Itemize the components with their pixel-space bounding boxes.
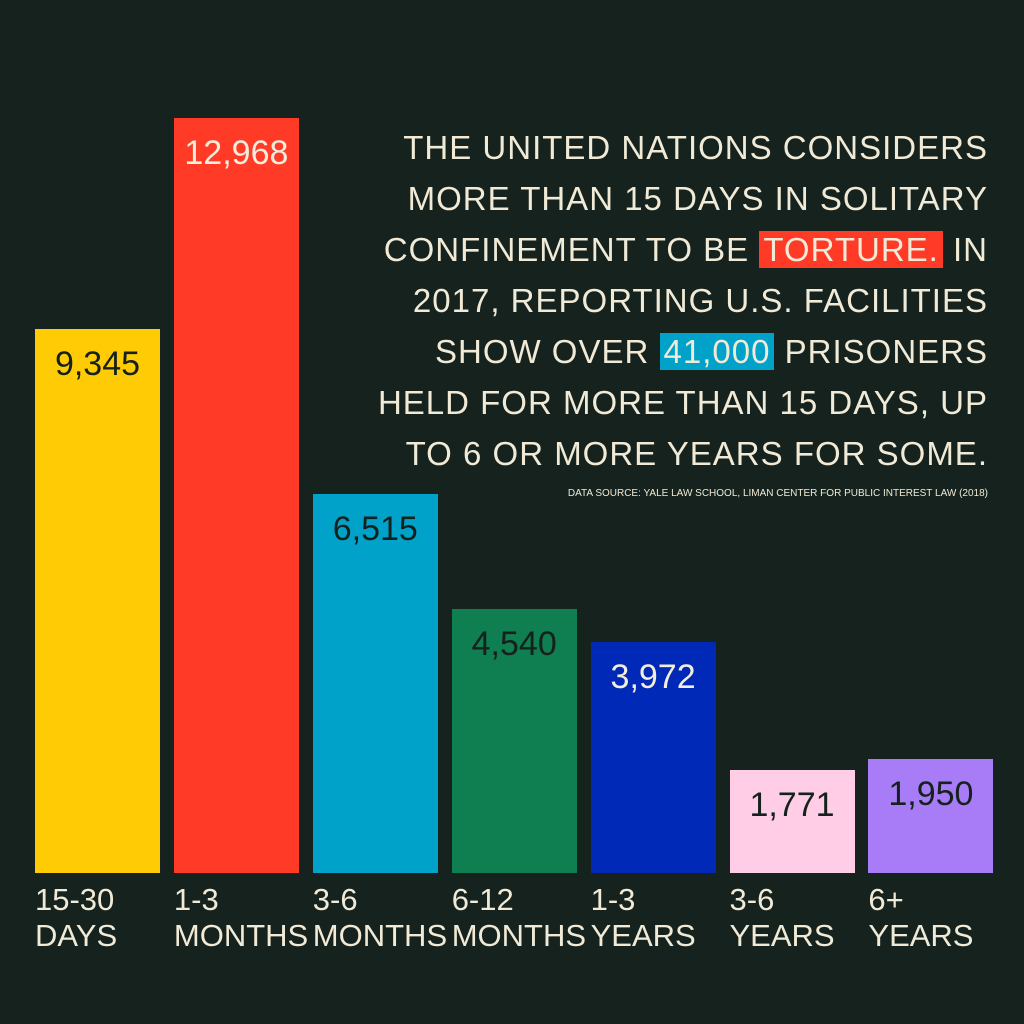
value-label: 4,540 <box>471 624 557 663</box>
x-tick-label: 1-3 YEARS <box>590 882 696 953</box>
value-label: 12,968 <box>184 134 289 172</box>
highlight: 41,000 <box>659 333 775 370</box>
annotation-text: THE UNITED NATIONS CONSIDERS MORE THAN 1… <box>383 129 988 268</box>
bar <box>451 608 577 873</box>
bar <box>312 493 438 873</box>
annotation: THE UNITED NATIONS CONSIDERS MORE THAN 1… <box>340 122 988 479</box>
x-tick-label: 6+ YEARS <box>868 882 974 953</box>
value-label: 1,950 <box>888 775 974 814</box>
bar <box>590 641 716 873</box>
x-tick-label: 1-3 MONTHS <box>173 882 309 953</box>
x-tick-label: 3-6 YEARS <box>729 882 835 953</box>
bar <box>868 759 994 873</box>
annotation-text: IN 2017, REPORTING U.S. FACILITIES SHOW … <box>412 231 988 370</box>
highlight: TORTURE. <box>759 231 943 268</box>
value-label: 3,972 <box>610 657 696 696</box>
annotation-text: PRISONERS HELD FOR MORE THAN 15 DAYS, UP… <box>377 333 988 472</box>
bar <box>35 328 160 873</box>
value-label: 6,515 <box>332 509 418 548</box>
x-tick-label: 15-30 DAYS <box>35 882 118 953</box>
source: DATA SOURCE: YALE LAW SCHOOL, LIMAN CENT… <box>567 488 988 499</box>
x-tick-label: 6-12 MONTHS <box>451 882 587 953</box>
value-label: 1,771 <box>749 785 835 824</box>
bar <box>729 769 855 873</box>
x-tick-label: 3-6 MONTHS <box>312 882 448 953</box>
value-label: 9,345 <box>54 344 141 383</box>
bar <box>173 118 299 873</box>
